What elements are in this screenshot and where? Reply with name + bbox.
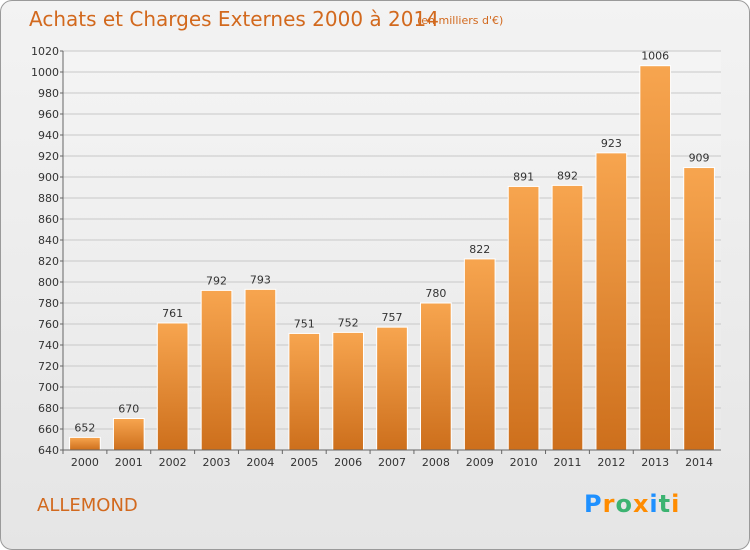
bar-2011 <box>551 184 584 451</box>
bar-2004 <box>244 288 277 451</box>
commune-name: ALLEMOND <box>37 495 138 516</box>
y-tick-label: 780 <box>38 297 59 310</box>
y-tick-label: 820 <box>38 255 59 268</box>
y-tick-label: 940 <box>38 129 59 142</box>
logo-letter: x <box>632 490 650 518</box>
bar-2001 <box>112 418 145 451</box>
y-tick-label: 760 <box>38 318 59 331</box>
y-tick-label: 680 <box>38 402 59 415</box>
y-tick-label: 1020 <box>31 45 59 58</box>
x-tick-label-2012: 2012 <box>597 456 625 469</box>
bar-2014 <box>683 167 715 451</box>
x-tick-label-2013: 2013 <box>641 456 669 469</box>
bar-2009 <box>463 258 496 451</box>
y-tick-label: 960 <box>38 108 59 121</box>
x-tick-label-2002: 2002 <box>159 456 187 469</box>
logo-letter: i <box>649 490 659 518</box>
bar-2012 <box>595 152 628 451</box>
x-tick-label-2005: 2005 <box>290 456 318 469</box>
bar-2013 <box>639 65 672 451</box>
logo-letter: i <box>671 490 681 518</box>
x-tick-label-2001: 2001 <box>115 456 143 469</box>
bar-2003 <box>200 289 233 451</box>
proxiti-logo: Proxiti <box>584 490 680 518</box>
y-tick-label: 1000 <box>31 66 59 79</box>
logo-letter: t <box>658 490 672 518</box>
y-tick-label: 700 <box>38 381 59 394</box>
value-label-2012: 923 <box>601 137 622 150</box>
value-label-2008: 780 <box>425 287 446 300</box>
y-tick-label: 860 <box>38 213 59 226</box>
x-tick-label-2008: 2008 <box>422 456 450 469</box>
logo-letter: r <box>602 490 616 518</box>
bar-2010 <box>507 185 540 451</box>
value-label-2009: 822 <box>469 243 490 256</box>
chart-title: Achats et Charges Externes 2000 à 2014 <box>29 7 439 31</box>
value-label-2010: 891 <box>513 170 534 183</box>
x-tick-label-2000: 2000 <box>71 456 99 469</box>
y-tick-label: 920 <box>38 150 59 163</box>
value-label-2003: 792 <box>206 274 227 287</box>
bar-2005 <box>288 332 321 451</box>
value-label-2013: 1006 <box>641 50 669 63</box>
value-label-2004: 793 <box>250 273 271 286</box>
y-tick-label: 840 <box>38 234 59 247</box>
x-tick-label-2014: 2014 <box>685 456 713 469</box>
y-tick-label: 720 <box>38 360 59 373</box>
value-label-2001: 670 <box>118 403 139 416</box>
x-tick-label-2010: 2010 <box>510 456 538 469</box>
value-label-2011: 892 <box>557 169 578 182</box>
logo-letter: o <box>615 490 633 518</box>
x-tick-label-2009: 2009 <box>466 456 494 469</box>
chart-subtitle: (en milliers d'€) <box>417 14 504 27</box>
y-tick-label: 800 <box>38 276 59 289</box>
x-tick-label-2011: 2011 <box>553 456 581 469</box>
y-tick-label: 900 <box>38 171 59 184</box>
bar-2002 <box>156 322 189 451</box>
value-label-2005: 751 <box>294 317 315 330</box>
x-tick-label-2006: 2006 <box>334 456 362 469</box>
y-tick-label: 740 <box>38 339 59 352</box>
logo-letter: P <box>584 490 603 518</box>
y-tick-label: 980 <box>38 87 59 100</box>
y-tick-label: 660 <box>38 423 59 436</box>
bar-2008 <box>420 302 452 451</box>
y-tick-label: 640 <box>38 444 59 457</box>
bar-2006 <box>332 331 364 451</box>
x-tick-label-2004: 2004 <box>246 456 274 469</box>
value-label-2014: 909 <box>689 152 710 165</box>
x-tick-label-2003: 2003 <box>203 456 231 469</box>
y-tick-label: 880 <box>38 192 59 205</box>
x-tick-label-2007: 2007 <box>378 456 406 469</box>
value-label-2006: 752 <box>338 316 359 329</box>
value-label-2000: 652 <box>74 421 95 434</box>
value-label-2002: 761 <box>162 307 183 320</box>
value-label-2007: 757 <box>382 311 403 324</box>
bar-2000 <box>69 436 101 451</box>
bar-2007 <box>376 326 408 451</box>
